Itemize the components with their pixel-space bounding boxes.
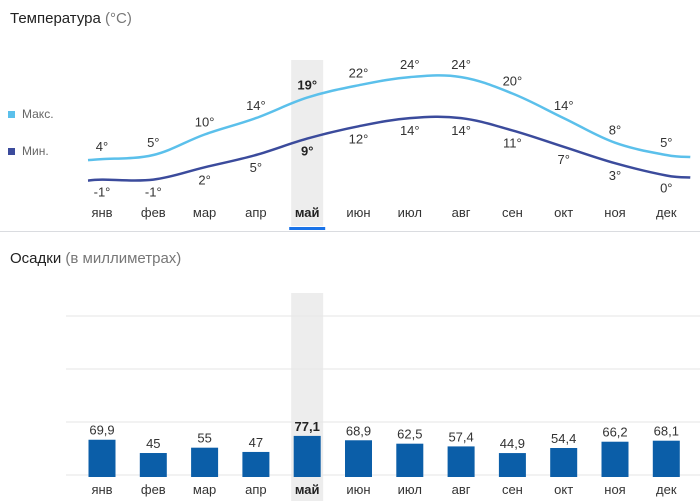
precipitation-value-label: 57,4	[448, 429, 473, 444]
legend-max-label: Макс.	[22, 107, 54, 121]
precipitation-title: Осадки	[10, 250, 62, 267]
month-tab-precipitation[interactable]: дек	[656, 482, 677, 497]
precipitation-bar	[447, 446, 475, 477]
month-tab-precipitation[interactable]: июн	[346, 482, 370, 497]
precipitation-bar	[550, 448, 578, 477]
legend-min: Мин.	[8, 144, 49, 158]
month-tab-temperature[interactable]: окт	[554, 205, 573, 220]
min-temperature-label: 14°	[400, 123, 420, 138]
temperature-unit: (°C)	[105, 10, 132, 27]
legend-max: Макс.	[8, 107, 54, 121]
precipitation-section-title: Осадки (в миллиметрах)	[10, 250, 181, 267]
month-tab-precipitation[interactable]: окт	[554, 482, 573, 497]
precipitation-value-label: 69,9	[89, 423, 114, 438]
month-tab-precipitation[interactable]: янв	[91, 482, 112, 497]
legend-max-swatch	[8, 111, 15, 119]
precipitation-bar	[601, 441, 629, 477]
selected-month-indicator	[289, 227, 326, 230]
month-tab-precipitation[interactable]: авг	[452, 482, 471, 497]
min-temperature-label: 3°	[609, 168, 621, 183]
min-temperature-label: 7°	[557, 152, 569, 167]
month-tab-temperature[interactable]: апр	[245, 205, 267, 220]
max-temperature-label: 19°	[297, 78, 317, 93]
min-temperature-label: 5°	[250, 160, 262, 175]
precipitation-bar	[652, 440, 680, 477]
max-temperature-line	[87, 74, 691, 162]
max-temperature-label: 4°	[96, 139, 108, 154]
min-temperature-label: 0°	[660, 181, 672, 196]
month-tab-temperature[interactable]: ноя	[604, 205, 625, 220]
precipitation-bar	[191, 447, 219, 477]
max-temperature-label: 24°	[451, 57, 471, 72]
legend-min-label: Мин.	[22, 144, 49, 158]
precipitation-bar	[293, 435, 321, 477]
precipitation-value-label: 68,1	[654, 424, 679, 439]
temperature-title: Температура	[10, 10, 101, 27]
max-temperature-label: 8°	[609, 123, 621, 138]
month-tab-temperature[interactable]: дек	[656, 205, 677, 220]
month-tab-temperature[interactable]: июн	[346, 205, 370, 220]
precipitation-value-label: 66,2	[602, 425, 627, 440]
precipitation-value-label: 47	[249, 435, 263, 450]
month-tab-precipitation[interactable]: фев	[141, 482, 166, 497]
month-tab-precipitation[interactable]: ноя	[604, 482, 625, 497]
month-tab-temperature[interactable]: мар	[193, 205, 216, 220]
min-temperature-label: 11°	[503, 135, 522, 150]
section-divider	[0, 231, 700, 232]
max-temperature-label: 14°	[554, 98, 574, 113]
max-temperature-label: 5°	[660, 135, 672, 150]
precipitation-value-label: 68,9	[346, 423, 371, 438]
min-temperature-line	[87, 115, 691, 182]
month-tab-precipitation[interactable]: сен	[502, 482, 523, 497]
precipitation-value-label: 77,1	[295, 419, 320, 434]
month-tab-temperature[interactable]: янв	[91, 205, 112, 220]
month-tab-temperature[interactable]: сен	[502, 205, 523, 220]
precipitation-bar	[345, 440, 372, 477]
min-temperature-label: 9°	[301, 144, 313, 159]
precipitation-bar	[242, 451, 270, 477]
min-temperature-label: -1°	[94, 185, 111, 200]
precipitation-bar	[139, 453, 167, 477]
month-tab-temperature[interactable]: авг	[452, 205, 471, 220]
min-temperature-label: -1°	[145, 185, 162, 200]
temperature-section-title: Температура (°C)	[10, 10, 132, 27]
max-temperature-label: 20°	[503, 74, 523, 89]
precipitation-value-label: 54,4	[551, 431, 576, 446]
min-temperature-label: 12°	[349, 131, 369, 146]
precipitation-bar	[88, 439, 116, 477]
month-tab-precipitation[interactable]: июл	[398, 482, 422, 497]
max-temperature-label: 24°	[400, 57, 420, 72]
max-temperature-label: 22°	[349, 65, 369, 80]
max-temperature-label: 14°	[246, 98, 266, 113]
month-tab-temperature[interactable]: июл	[398, 205, 422, 220]
precipitation-bar	[396, 443, 424, 477]
month-tab-precipitation[interactable]: май	[295, 482, 320, 497]
min-temperature-label: 14°	[451, 123, 471, 138]
legend-min-swatch	[8, 148, 15, 156]
max-temperature-label: 5°	[147, 135, 159, 150]
precipitation-value-label: 45	[146, 436, 160, 451]
month-tab-temperature[interactable]: май	[295, 205, 320, 220]
precipitation-bar	[498, 453, 526, 477]
min-temperature-label: 2°	[198, 172, 210, 187]
precipitation-value-label: 55	[197, 431, 211, 446]
precipitation-value-label: 44,9	[500, 436, 525, 451]
precipitation-value-label: 62,5	[397, 427, 422, 442]
month-tab-precipitation[interactable]: апр	[245, 482, 267, 497]
month-tab-temperature[interactable]: фев	[141, 205, 166, 220]
precipitation-unit: (в миллиметрах)	[65, 250, 182, 267]
max-temperature-label: 10°	[195, 115, 215, 130]
month-tab-precipitation[interactable]: мар	[193, 482, 216, 497]
